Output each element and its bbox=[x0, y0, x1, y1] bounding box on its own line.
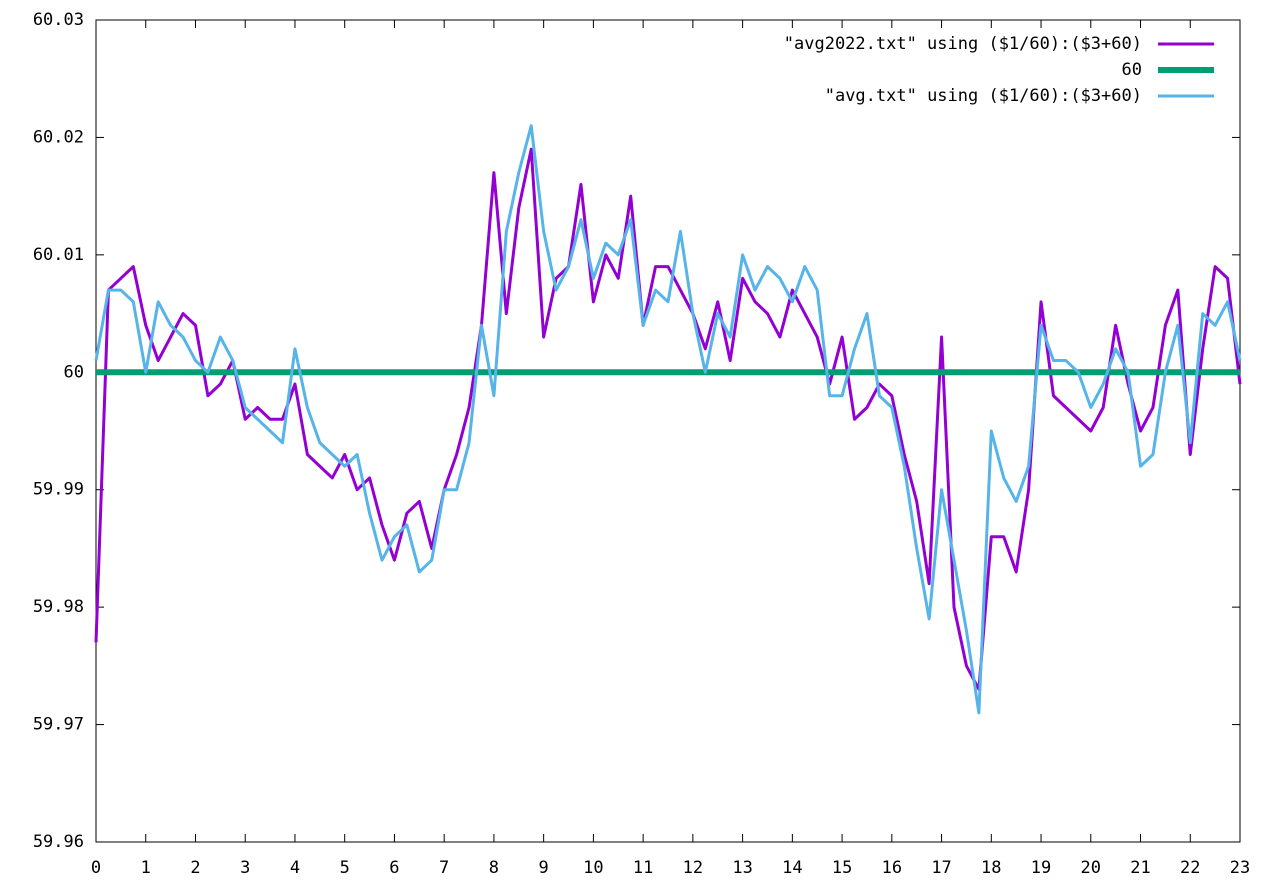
legend-label: "avg.txt" using ($1/60):($3+60) bbox=[825, 86, 1142, 106]
x-tick-label: 16 bbox=[882, 858, 902, 878]
y-tick-label: 60.01 bbox=[33, 245, 84, 265]
y-tick-label: 60.02 bbox=[33, 127, 84, 147]
x-tick-label: 7 bbox=[439, 858, 449, 878]
x-tick-label: 0 bbox=[91, 858, 101, 878]
data-line bbox=[94, 124, 1242, 715]
y-tick-label: 60.03 bbox=[33, 10, 84, 30]
plot-frame bbox=[95, 19, 1241, 843]
x-tick-label: 2 bbox=[190, 858, 200, 878]
y-tick-label: 60 bbox=[64, 362, 84, 382]
y-tick-label: 59.98 bbox=[33, 597, 84, 617]
x-tick-label: 4 bbox=[290, 858, 300, 878]
x-tick-label: 11 bbox=[633, 858, 653, 878]
x-tick-label: 13 bbox=[732, 858, 752, 878]
legend-label: "avg2022.txt" using ($1/60):($3+60) bbox=[784, 34, 1142, 54]
x-tick-label: 22 bbox=[1180, 858, 1200, 878]
y-tick-label: 59.99 bbox=[33, 480, 84, 500]
x-tick-label: 23 bbox=[1230, 858, 1250, 878]
x-tick-label: 10 bbox=[583, 858, 603, 878]
legend-label: 60 bbox=[1122, 60, 1142, 80]
x-tick-label: 14 bbox=[782, 858, 802, 878]
x-tick-label: 1 bbox=[141, 858, 151, 878]
data-line bbox=[94, 147, 1242, 691]
x-tick-label: 17 bbox=[931, 858, 951, 878]
x-tick-label: 18 bbox=[981, 858, 1001, 878]
x-tick-label: 19 bbox=[1031, 858, 1051, 878]
x-tick-label: 5 bbox=[340, 858, 350, 878]
x-tick-label: 15 bbox=[832, 858, 852, 878]
x-tick-label: 8 bbox=[489, 858, 499, 878]
x-tick-label: 3 bbox=[240, 858, 250, 878]
y-tick-label: 59.97 bbox=[33, 715, 84, 735]
y-tick-label: 59.96 bbox=[33, 832, 84, 852]
x-tick-label: 20 bbox=[1081, 858, 1101, 878]
x-tick-label: 9 bbox=[539, 858, 549, 878]
x-tick-label: 12 bbox=[683, 858, 703, 878]
x-tick-label: 6 bbox=[389, 858, 399, 878]
x-tick-label: 21 bbox=[1130, 858, 1150, 878]
